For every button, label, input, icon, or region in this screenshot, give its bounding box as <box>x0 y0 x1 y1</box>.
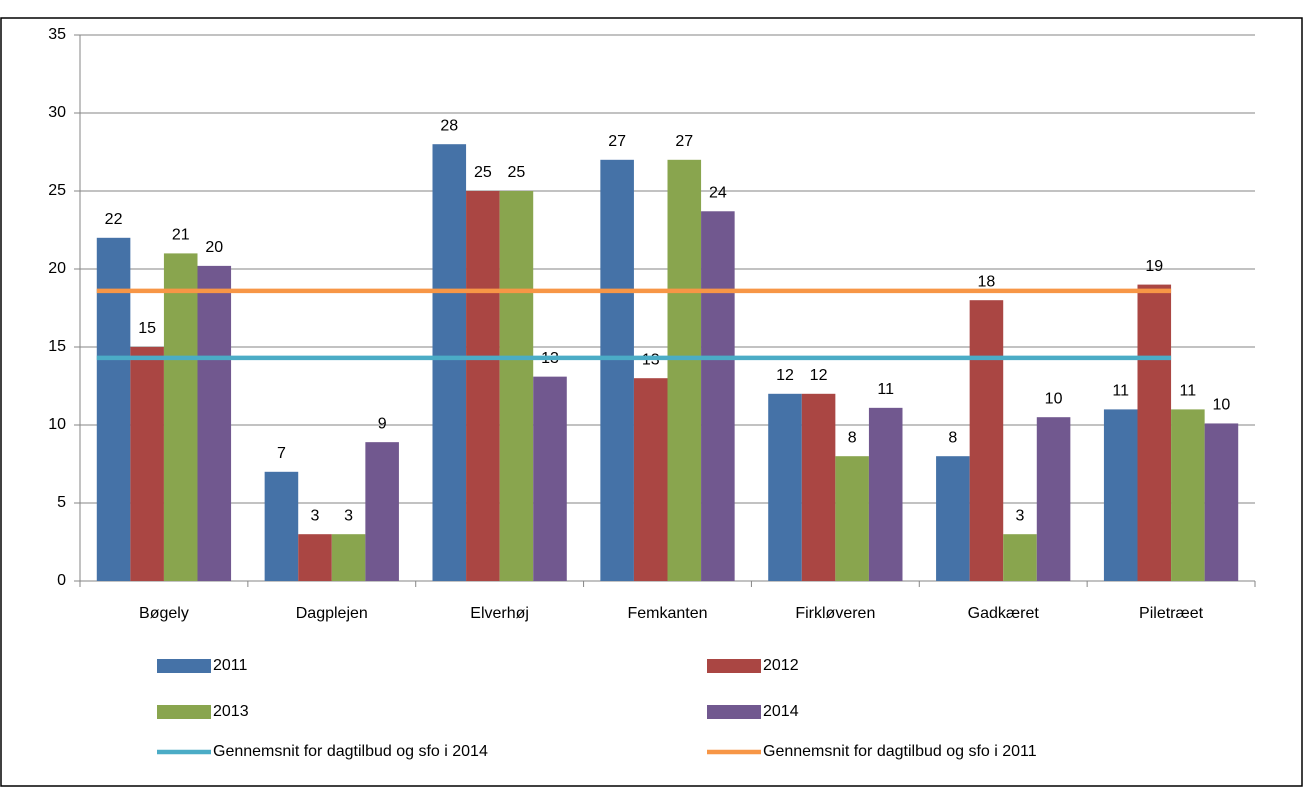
data-label: 27 <box>675 133 693 150</box>
bar <box>835 456 869 581</box>
bar <box>936 456 970 581</box>
x-tick-label: Gadkæret <box>968 605 1040 622</box>
bar <box>969 300 1004 581</box>
bar <box>499 191 534 581</box>
y-tick-label: 20 <box>48 260 66 277</box>
data-label: 19 <box>1145 258 1163 275</box>
x-tick-label: Femkanten <box>627 605 707 622</box>
data-label: 7 <box>277 445 286 462</box>
data-label: 8 <box>848 429 857 446</box>
y-tick-label: 0 <box>57 572 66 589</box>
bar <box>264 471 299 581</box>
data-label: 25 <box>508 164 526 181</box>
y-tick-label: 35 <box>48 26 66 43</box>
data-label: 9 <box>378 415 387 432</box>
bar <box>197 265 232 581</box>
bar <box>701 211 735 581</box>
bar <box>96 237 131 582</box>
data-label: 8 <box>948 429 957 446</box>
bar <box>1171 409 1205 581</box>
x-tick-label: Elverhøj <box>470 605 529 622</box>
data-label: 24 <box>709 184 727 201</box>
data-label: 18 <box>978 273 996 290</box>
legend-label: 2011 <box>213 657 248 674</box>
bar <box>868 407 903 581</box>
legend-swatch <box>707 705 761 719</box>
data-label: 10 <box>1045 390 1063 407</box>
bar <box>633 378 668 581</box>
data-label: 12 <box>776 367 794 384</box>
bar <box>1036 417 1071 581</box>
data-label: 3 <box>311 507 320 524</box>
data-label: 20 <box>205 239 223 256</box>
data-label: 11 <box>1180 383 1197 400</box>
bar <box>365 442 399 581</box>
x-tick-label: Dagplejen <box>296 605 368 622</box>
bar <box>331 534 366 581</box>
legend-label: Gennemsnit for dagtilbud og sfo i 2011 <box>763 743 1037 760</box>
x-tick-label: Firkløveren <box>795 605 875 622</box>
bar <box>801 393 836 581</box>
data-label: 3 <box>344 507 353 524</box>
bar <box>1003 534 1037 581</box>
bar <box>1204 423 1239 581</box>
legend-swatch <box>707 659 761 673</box>
data-label: 28 <box>440 117 458 134</box>
data-label: 15 <box>138 320 156 337</box>
bar <box>667 159 702 582</box>
x-tick-label: Piletræet <box>1139 605 1204 622</box>
y-tick-label: 5 <box>57 494 66 511</box>
bar <box>466 191 500 581</box>
data-label: 10 <box>1213 397 1231 414</box>
bar <box>130 347 164 581</box>
legend-label: 2012 <box>763 657 799 674</box>
data-label: 25 <box>474 164 492 181</box>
bar <box>533 376 567 581</box>
data-label: 27 <box>608 133 626 150</box>
bar <box>1103 409 1138 581</box>
data-label: 21 <box>172 227 190 244</box>
legend-label: 2013 <box>213 703 249 720</box>
y-tick-label: 25 <box>48 182 66 199</box>
bar <box>432 144 467 581</box>
legend-swatch <box>157 659 211 673</box>
legend-swatch <box>157 705 211 719</box>
data-label: 3 <box>1016 507 1025 524</box>
legend-label: 2014 <box>763 703 799 720</box>
bar <box>600 159 634 582</box>
data-label: 11 <box>877 381 894 398</box>
bar <box>768 393 802 581</box>
y-tick-label: 30 <box>48 104 66 121</box>
data-label: 11 <box>1112 383 1129 400</box>
data-label: 12 <box>810 367 828 384</box>
y-tick-label: 15 <box>48 338 66 355</box>
data-label: 22 <box>105 211 123 228</box>
y-tick-label: 10 <box>48 416 66 433</box>
legend-label: Gennemsnit for dagtilbud og sfo i 2014 <box>213 743 488 760</box>
bar <box>1137 284 1172 581</box>
x-tick-label: Bøgely <box>139 605 189 622</box>
bar <box>163 253 198 581</box>
bar <box>298 534 332 581</box>
